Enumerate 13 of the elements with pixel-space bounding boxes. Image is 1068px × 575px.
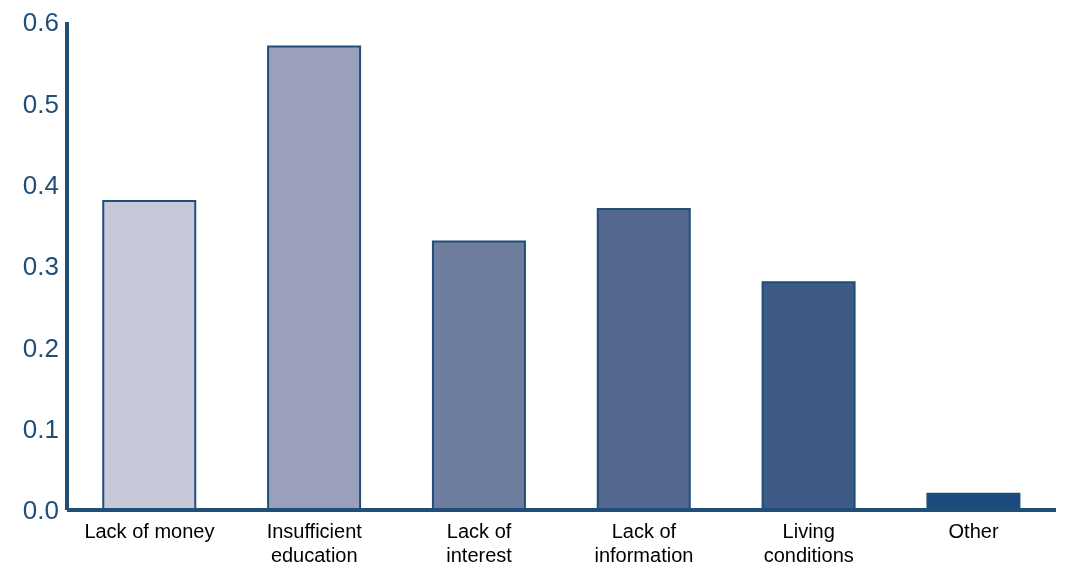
y-tick-label: 0.1: [22, 413, 59, 444]
x-tick-label: Lack of information: [594, 520, 694, 566]
x-tick-label: Insufficient education: [266, 520, 363, 566]
y-tick-label: 0.2: [22, 332, 59, 363]
x-tick-label: Other: [948, 520, 999, 542]
x-tick-label: Lack of money: [84, 520, 215, 542]
x-tick-label: Lack of interest: [446, 520, 513, 566]
y-tick-label: 0.0: [22, 495, 59, 526]
y-tick-label: 0.4: [22, 169, 59, 200]
y-tick-label: 0.3: [22, 251, 59, 282]
x-tick-label: Living conditions: [763, 520, 854, 566]
y-tick-label: 0.5: [22, 88, 59, 119]
y-tick-label: 0.6: [22, 7, 59, 38]
